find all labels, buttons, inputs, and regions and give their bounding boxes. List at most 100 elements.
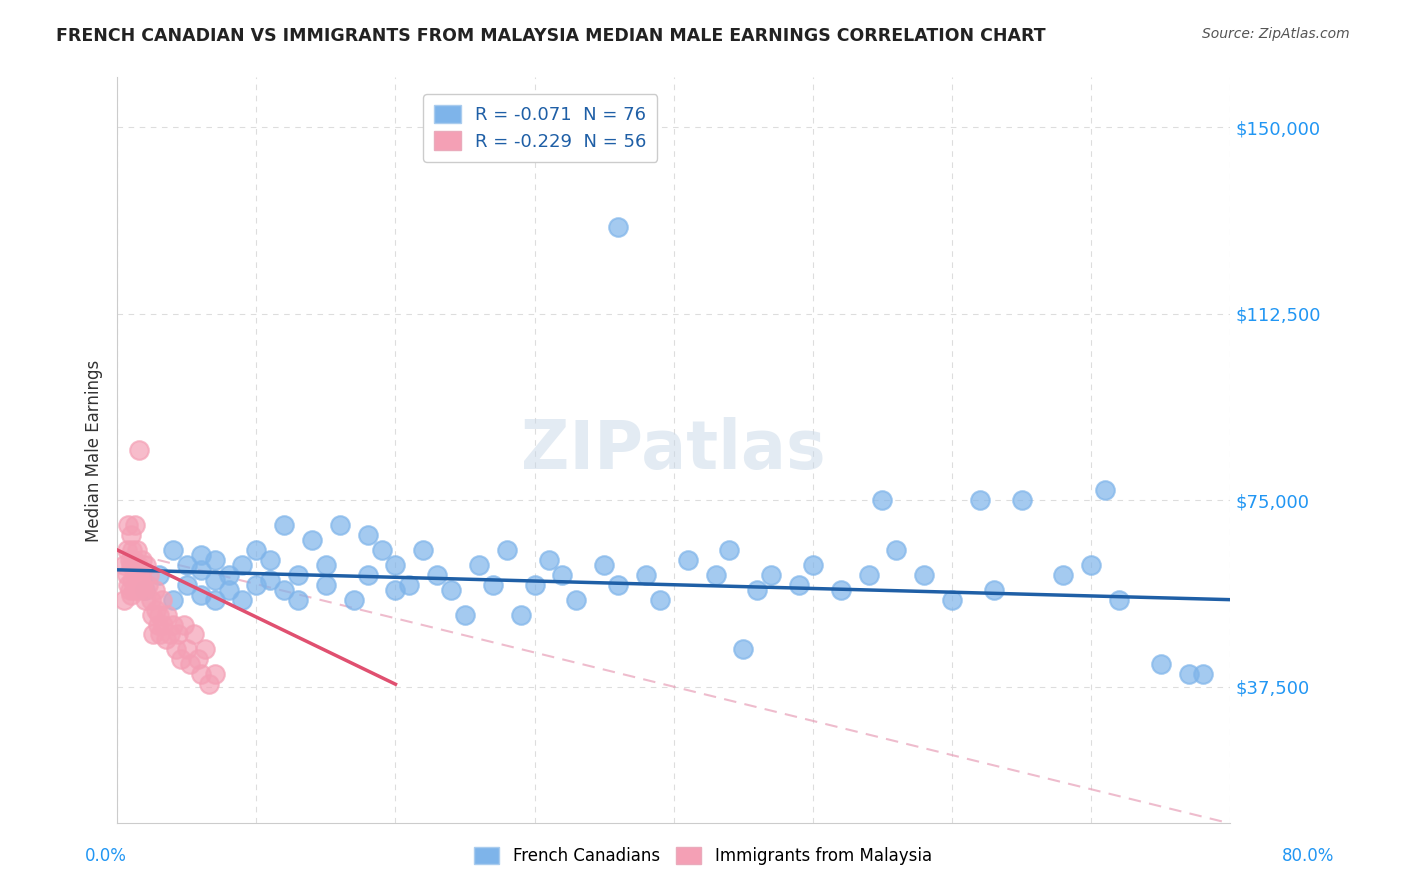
Point bbox=[190, 667, 212, 681]
Point bbox=[128, 443, 150, 458]
Point bbox=[523, 578, 546, 592]
Point bbox=[156, 607, 179, 622]
Point bbox=[125, 578, 148, 592]
Point bbox=[1177, 667, 1199, 681]
Text: FRENCH CANADIAN VS IMMIGRANTS FROM MALAYSIA MEDIAN MALE EARNINGS CORRELATION CHA: FRENCH CANADIAN VS IMMIGRANTS FROM MALAY… bbox=[56, 27, 1046, 45]
Point bbox=[454, 607, 477, 622]
Text: ZIPatlas: ZIPatlas bbox=[522, 417, 827, 483]
Point bbox=[117, 518, 139, 533]
Point bbox=[127, 582, 149, 597]
Y-axis label: Median Male Earnings: Median Male Earnings bbox=[86, 359, 103, 541]
Point bbox=[301, 533, 323, 547]
Point bbox=[134, 582, 156, 597]
Point bbox=[204, 553, 226, 567]
Point bbox=[384, 582, 406, 597]
Point bbox=[194, 642, 217, 657]
Point bbox=[1150, 657, 1173, 672]
Point bbox=[787, 578, 810, 592]
Point bbox=[152, 617, 174, 632]
Text: 0.0%: 0.0% bbox=[84, 847, 127, 865]
Point bbox=[1052, 567, 1074, 582]
Point bbox=[537, 553, 560, 567]
Point bbox=[886, 543, 908, 558]
Point bbox=[162, 617, 184, 632]
Point bbox=[176, 558, 198, 572]
Point bbox=[759, 567, 782, 582]
Point bbox=[801, 558, 824, 572]
Point bbox=[198, 677, 221, 691]
Point bbox=[135, 558, 157, 572]
Point bbox=[131, 553, 153, 567]
Point bbox=[148, 567, 170, 582]
Point bbox=[204, 667, 226, 681]
Point bbox=[127, 558, 149, 572]
Point bbox=[969, 493, 991, 508]
Point bbox=[170, 652, 193, 666]
Point bbox=[122, 582, 145, 597]
Point bbox=[167, 627, 190, 641]
Point bbox=[412, 543, 434, 558]
Point bbox=[132, 582, 155, 597]
Point bbox=[173, 617, 195, 632]
Point bbox=[245, 543, 267, 558]
Point bbox=[343, 592, 366, 607]
Point bbox=[1080, 558, 1102, 572]
Point bbox=[648, 592, 671, 607]
Point bbox=[149, 627, 172, 641]
Point bbox=[125, 543, 148, 558]
Point bbox=[143, 582, 166, 597]
Point bbox=[941, 592, 963, 607]
Point bbox=[146, 617, 169, 632]
Point bbox=[356, 567, 378, 582]
Point bbox=[273, 582, 295, 597]
Point bbox=[983, 582, 1005, 597]
Point bbox=[134, 592, 156, 607]
Point bbox=[259, 573, 281, 587]
Point bbox=[179, 657, 201, 672]
Point bbox=[150, 592, 173, 607]
Point bbox=[509, 607, 531, 622]
Point bbox=[231, 558, 253, 572]
Point bbox=[176, 578, 198, 592]
Point bbox=[607, 219, 630, 234]
Point bbox=[187, 652, 209, 666]
Point bbox=[440, 582, 463, 597]
Point bbox=[1011, 493, 1033, 508]
Point bbox=[139, 592, 162, 607]
Point bbox=[495, 543, 517, 558]
Point bbox=[162, 543, 184, 558]
Point bbox=[121, 543, 143, 558]
Point bbox=[676, 553, 699, 567]
Point bbox=[565, 592, 588, 607]
Legend: R = -0.071  N = 76, R = -0.229  N = 56: R = -0.071 N = 76, R = -0.229 N = 56 bbox=[423, 94, 658, 161]
Point bbox=[482, 578, 505, 592]
Point bbox=[117, 578, 139, 592]
Point bbox=[287, 567, 309, 582]
Point bbox=[245, 578, 267, 592]
Point bbox=[138, 567, 160, 582]
Point bbox=[398, 578, 420, 592]
Point bbox=[1094, 483, 1116, 498]
Point bbox=[858, 567, 880, 582]
Point bbox=[120, 528, 142, 542]
Point bbox=[136, 578, 159, 592]
Point bbox=[183, 627, 205, 641]
Point bbox=[148, 607, 170, 622]
Point bbox=[912, 567, 935, 582]
Point bbox=[159, 627, 181, 641]
Point bbox=[118, 582, 141, 597]
Point bbox=[118, 553, 141, 567]
Point bbox=[121, 573, 143, 587]
Point bbox=[120, 558, 142, 572]
Point bbox=[120, 588, 142, 602]
Point bbox=[155, 632, 177, 647]
Point bbox=[218, 582, 240, 597]
Point bbox=[190, 563, 212, 577]
Point bbox=[124, 518, 146, 533]
Point bbox=[129, 567, 152, 582]
Legend: French Canadians, Immigrants from Malaysia: French Canadians, Immigrants from Malays… bbox=[464, 837, 942, 875]
Point bbox=[176, 642, 198, 657]
Point bbox=[190, 588, 212, 602]
Point bbox=[131, 578, 153, 592]
Point bbox=[747, 582, 769, 597]
